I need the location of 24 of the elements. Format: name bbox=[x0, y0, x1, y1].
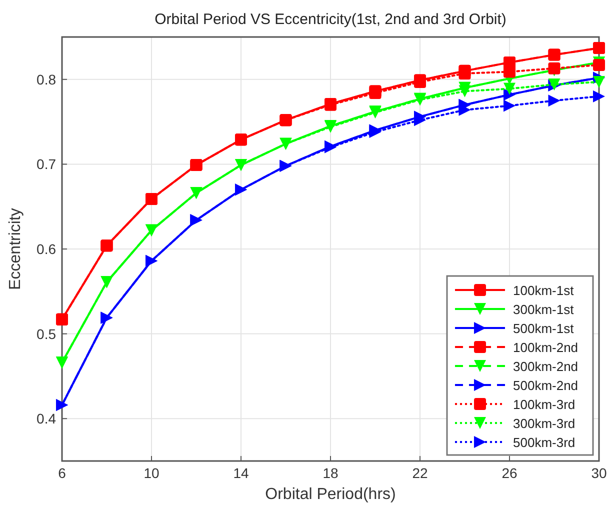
legend-label: 300km-1st bbox=[513, 302, 574, 317]
x-axis-title: Orbital Period(hrs) bbox=[265, 486, 396, 503]
x-tick-label: 18 bbox=[322, 465, 338, 481]
legend-label: 500km-3rd bbox=[513, 435, 576, 450]
y-tick-label: 0.5 bbox=[36, 326, 56, 342]
y-axis-title: Eccentricity bbox=[7, 208, 24, 290]
legend-label: 100km-3rd bbox=[513, 397, 576, 412]
y-tick-label: 0.7 bbox=[36, 156, 56, 172]
x-tick-label: 30 bbox=[591, 465, 607, 481]
x-tick-label: 22 bbox=[412, 465, 428, 481]
legend-label: 500km-2nd bbox=[513, 378, 578, 393]
x-tick-label: 10 bbox=[144, 465, 160, 481]
y-tick-label: 0.8 bbox=[36, 71, 56, 88]
y-tick-label: 0.4 bbox=[36, 410, 56, 427]
legend-label: 300km-3rd bbox=[513, 416, 576, 431]
y-tick-label: 0.6 bbox=[36, 241, 56, 257]
legend-label: 100km-2nd bbox=[513, 340, 578, 355]
legend-label: 100km-1st bbox=[513, 283, 574, 298]
legend-label: 300km-2nd bbox=[513, 359, 578, 374]
x-tick-label: 14 bbox=[233, 465, 249, 481]
x-tick-label: 6 bbox=[58, 465, 66, 481]
legend-label: 500km-1st bbox=[513, 321, 574, 336]
chart-title: Orbital Period VS Eccentricity(1st, 2nd and 3rd Orbit) bbox=[154, 11, 506, 28]
x-tick-label: 26 bbox=[502, 465, 518, 481]
